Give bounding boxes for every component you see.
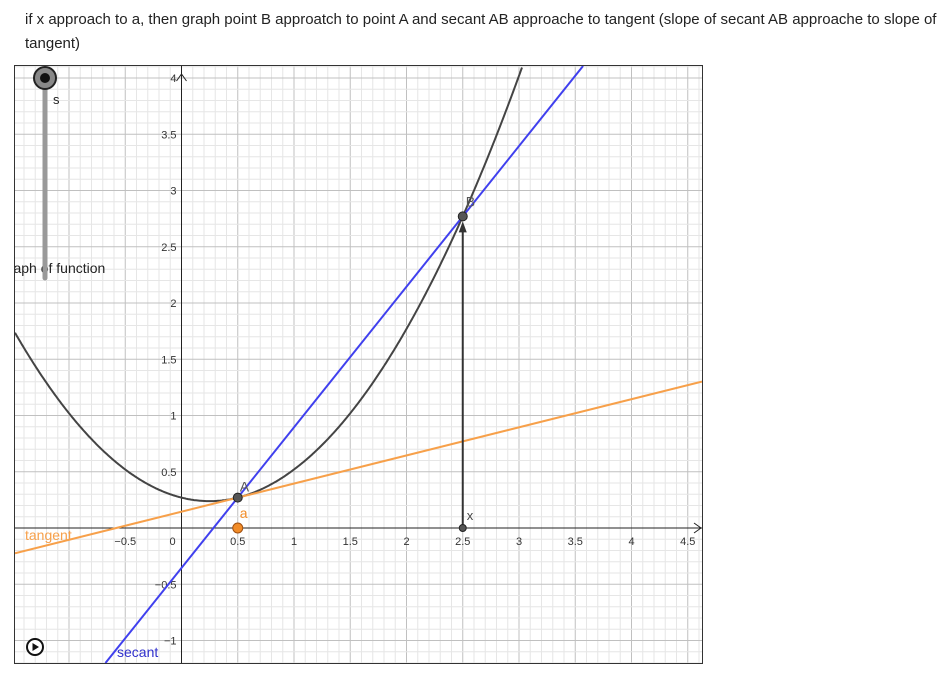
label-b-point: B [466,193,475,209]
x-tick-label: 0 [169,536,175,548]
x-tick-label: 4 [628,536,634,548]
y-tick-label: 0.5 [161,467,176,479]
label-x: x [467,508,474,523]
description-text: if x approach to a, then graph point B a… [25,11,937,52]
x-tick-label: 3.5 [568,536,583,548]
y-tick-label: 1.5 [161,354,176,366]
point-a-on-graph[interactable] [232,492,243,503]
x-tick-label: 2.5 [455,536,470,548]
x-tick-label: 0.5 [230,536,245,548]
y-tick-label: −0.5 [155,579,177,591]
label-graph-of-function: graph of function [15,260,105,276]
y-tick-label: 1 [170,411,176,423]
x-axis-arrow-icon [693,522,702,534]
y-tick-label: 2.5 [161,242,176,254]
slider-handle-center [40,73,50,83]
label-slider-s: s [53,92,60,107]
vector-arrow-icon [458,221,467,233]
y-tick-label: 3.5 [161,129,176,141]
label-tangent: tangent [25,527,72,543]
label-secant: secant [117,644,158,660]
secant-line[interactable] [104,66,584,663]
label-a-point: A [240,479,250,495]
x-tick-label: 4.5 [680,536,695,548]
tangent-line[interactable] [15,380,702,555]
x-tick-label: 1.5 [343,536,358,548]
point-x[interactable] [458,524,467,532]
x-tick-label: 2 [403,536,409,548]
geogebra-applet[interactable]: −0.5 0 0.5 1 1.5 2 2.5 3 3.5 4 4.5 −1 −0.5 0.5 1 1.5 2 2.… [14,65,703,664]
y-axis-arrow-icon [176,73,187,82]
point-b-on-graph[interactable] [457,211,468,222]
y-tick-label: 3 [170,186,176,198]
point-a-on-axis[interactable] [232,522,244,534]
play-icon [32,643,39,651]
x-tick-label: 1 [291,536,297,548]
label-a: a [240,505,248,521]
y-tick-label: 2 [170,298,176,310]
y-tick-label: −1 [164,636,177,648]
function-curve[interactable] [15,67,523,503]
graph-canvas[interactable]: −0.5 0 0.5 1 1.5 2 2.5 3 3.5 4 4.5 −1 −0.5 0.5 1 1.5 2 2.… [15,66,702,663]
x-tick-label: 3 [516,536,522,548]
x-tick-label: −0.5 [114,536,136,548]
y-tick-label: 4 [170,73,176,85]
